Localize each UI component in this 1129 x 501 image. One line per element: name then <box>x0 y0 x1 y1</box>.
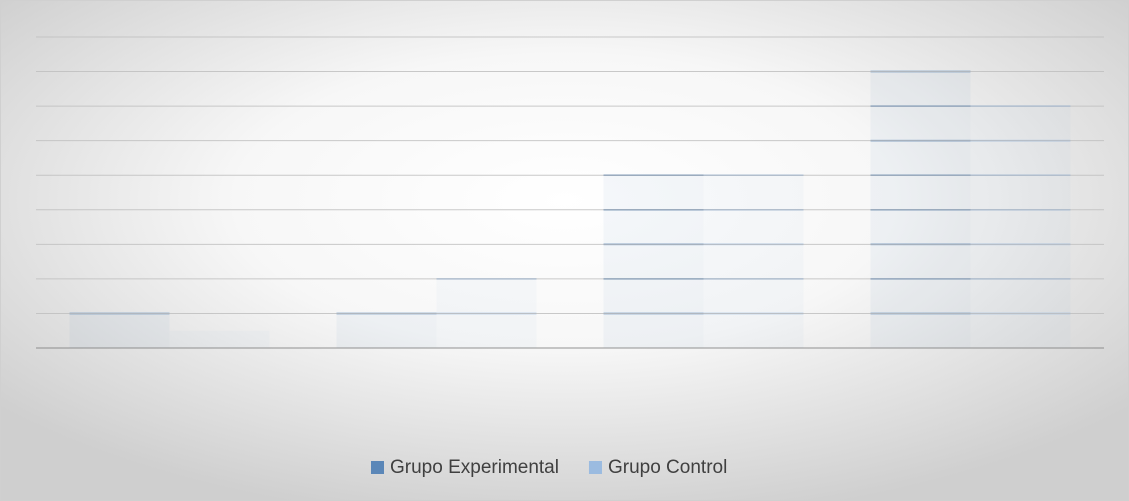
bar <box>970 106 1071 348</box>
legend-swatch <box>371 461 384 474</box>
bar <box>703 175 804 348</box>
legend-label: Grupo Control <box>608 457 727 478</box>
legend-label: Grupo Experimental <box>390 457 559 478</box>
legend-swatch <box>588 461 602 474</box>
bar <box>603 175 704 348</box>
bar <box>69 313 170 348</box>
bar <box>336 313 437 348</box>
bar <box>169 330 270 348</box>
